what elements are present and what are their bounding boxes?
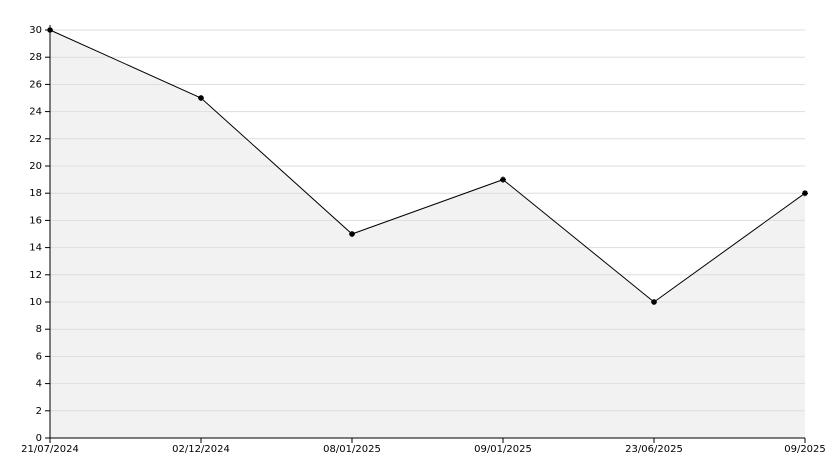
x-tick-label: 23/06/2025 — [625, 444, 683, 455]
marker — [500, 176, 506, 183]
x-tick-label: 08/01/2025 — [323, 444, 381, 455]
x-tick-label: 02/12/2024 — [172, 444, 230, 455]
y-tick-label: 14 — [29, 243, 42, 254]
x-tick-label: 21/07/2024 — [21, 444, 79, 455]
x-tick-label: 09/2025 — [784, 444, 826, 455]
y-tick-label: 4 — [36, 379, 42, 390]
y-tick-label: 16 — [29, 215, 42, 226]
marker — [349, 231, 355, 237]
y-tick-label: 8 — [36, 324, 42, 335]
y-tick-label: 6 — [36, 351, 42, 362]
y-tick-label: 26 — [29, 79, 42, 90]
y-tick-label: 30 — [29, 25, 42, 36]
area — [50, 30, 805, 438]
marker — [198, 95, 204, 101]
y-tick-label: 0 — [36, 433, 42, 444]
marker — [802, 190, 808, 197]
y-tick-label: 22 — [29, 134, 42, 145]
y-tick-label: 28 — [29, 52, 42, 63]
y-tick-label: 2 — [36, 406, 42, 417]
x-tick-label: 09/01/2025 — [474, 444, 532, 455]
marker — [651, 299, 657, 305]
line — [49, 29, 806, 303]
y-tick-label: 12 — [29, 270, 42, 281]
y-tick-label: 18 — [29, 188, 42, 199]
y-tick-label: 20 — [29, 161, 42, 172]
y-tick-label: 24 — [29, 107, 42, 118]
y-tick-label: 10 — [29, 297, 42, 308]
